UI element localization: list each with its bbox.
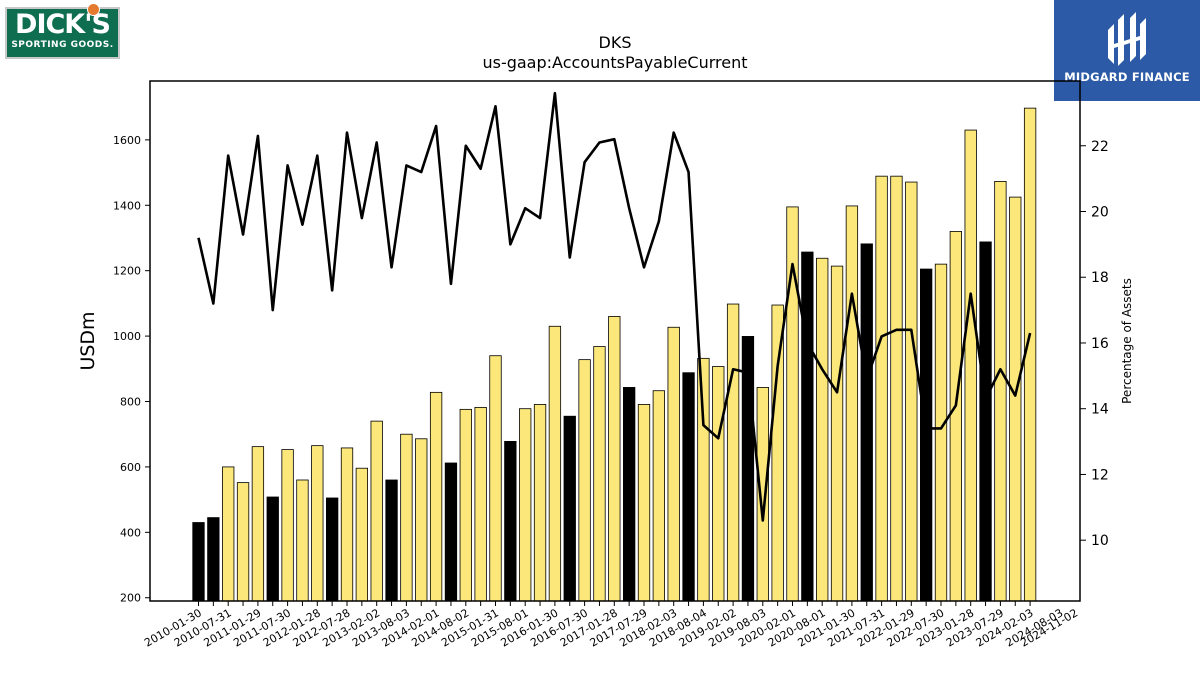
- bar: [637, 404, 651, 602]
- midgard-finance-logo: MIDGARD FINANCE: [1054, 0, 1200, 101]
- bar: [400, 433, 413, 602]
- bar: [385, 479, 398, 602]
- bar: [934, 263, 948, 602]
- y2-axis: 10 12 14 16 18 20 22: [1080, 139, 1109, 549]
- bar: [533, 404, 547, 602]
- bar: [845, 205, 859, 602]
- bar: [920, 268, 933, 602]
- bar: [355, 467, 369, 602]
- bar: [340, 447, 354, 602]
- bar: [222, 466, 235, 602]
- bar: [251, 446, 265, 602]
- bar: [578, 359, 591, 602]
- bar: [563, 415, 576, 602]
- bar: [266, 496, 279, 602]
- bar: [682, 372, 695, 602]
- pct-assets-line: [197, 91, 1032, 522]
- bar: [726, 303, 740, 602]
- bar: [623, 387, 636, 602]
- bar: [548, 325, 562, 602]
- bar: [964, 129, 977, 602]
- y-tick-label: 200: [120, 592, 141, 605]
- chart-title: DKS: [599, 33, 632, 52]
- bar: [905, 181, 918, 602]
- bar: [415, 438, 428, 602]
- bar: [1009, 196, 1022, 602]
- bar: [801, 251, 814, 602]
- bar: [444, 462, 458, 602]
- y2-axis-label: Percentage of Assets: [1120, 278, 1134, 404]
- bar: [281, 449, 294, 602]
- y2-tick-label: 16: [1091, 336, 1109, 352]
- bar: [816, 257, 829, 602]
- y2-tick-label: 10: [1091, 533, 1109, 549]
- chart-subtitle: us-gaap:AccountsPayableCurrent: [482, 53, 747, 72]
- bar: [519, 408, 532, 602]
- bar: [296, 479, 309, 602]
- dicks-sporting-goods-logo: DICK'S SPORTING GOODS.: [5, 3, 120, 59]
- y-tick-label: 600: [120, 461, 141, 474]
- y2-tick-label: 20: [1091, 204, 1109, 220]
- bar-series: [192, 107, 1037, 602]
- y-tick-label: 1000: [113, 330, 141, 343]
- bar: [370, 420, 383, 602]
- y-tick-label: 800: [120, 396, 141, 409]
- bar: [667, 326, 680, 602]
- bar: [207, 517, 220, 602]
- y-tick-label: 1600: [113, 134, 141, 147]
- bar: [489, 355, 502, 602]
- y2-tick-label: 22: [1091, 139, 1109, 155]
- bar: [192, 522, 205, 602]
- bar: [474, 406, 487, 602]
- midgard-mark-icon: [1108, 12, 1146, 66]
- logo-sub-text: SPORTING GOODS.: [11, 40, 114, 50]
- y-axis: 200 400 600 800 1000 1200 1400 1600: [113, 134, 150, 605]
- y-tick-label: 1400: [113, 199, 141, 212]
- plot-frame: [149, 80, 1081, 602]
- bar: [652, 390, 665, 602]
- bar: [890, 175, 903, 602]
- bar: [429, 391, 443, 602]
- y-tick-label: 1200: [113, 265, 141, 278]
- bar: [459, 408, 472, 602]
- line-series: [197, 91, 1032, 522]
- bar: [504, 440, 517, 602]
- bar: [994, 180, 1007, 602]
- y-axis-label: USDm: [77, 311, 99, 370]
- y2-tick-label: 14: [1091, 402, 1109, 418]
- bar: [830, 265, 844, 602]
- bar: [608, 316, 621, 602]
- bar: [697, 357, 710, 602]
- bar: [979, 241, 992, 602]
- x-axis: 2010-01-302010-07-312011-01-292011-07-30…: [142, 601, 1080, 650]
- bar: [593, 346, 606, 602]
- basketball-icon: [87, 3, 100, 16]
- bar: [712, 366, 725, 602]
- bar: [949, 231, 962, 602]
- bar: [325, 497, 339, 602]
- bar: [756, 387, 769, 602]
- logo-text: MIDGARD FINANCE: [1064, 70, 1190, 84]
- y-tick-label: 400: [120, 526, 141, 539]
- bar: [875, 175, 888, 602]
- bar: [311, 445, 324, 602]
- y2-tick-label: 18: [1091, 270, 1109, 286]
- bar: [860, 243, 873, 602]
- y2-tick-label: 12: [1091, 467, 1109, 483]
- bar: [771, 304, 784, 602]
- bar: [236, 482, 250, 602]
